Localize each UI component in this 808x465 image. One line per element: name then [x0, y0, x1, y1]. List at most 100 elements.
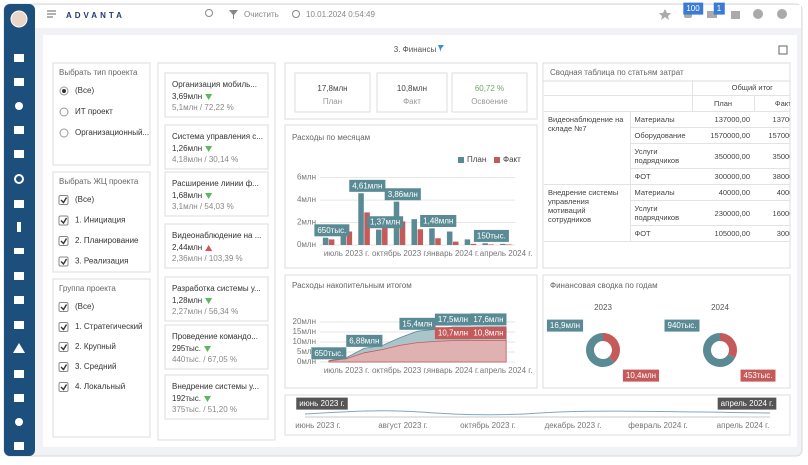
range-axis-label: октябрь 2023 г. — [460, 421, 516, 430]
panel — [52, 171, 151, 273]
value-label: 940тыс. — [668, 321, 697, 330]
help-icon[interactable] — [753, 9, 763, 19]
bar — [328, 239, 335, 245]
panel — [451, 72, 528, 113]
radio-dot — [62, 89, 66, 93]
area — [328, 340, 507, 363]
y-tick-label: 4млн — [297, 195, 316, 204]
cell-value: 380000,00 — [754, 168, 790, 185]
y-tick-label: 20млн — [293, 317, 316, 326]
cell-value: 40000,00 — [754, 184, 790, 201]
export-icon[interactable] — [778, 45, 788, 55]
project-name: Организация мобиль... — [172, 80, 257, 89]
refresh-icon[interactable] — [292, 10, 300, 18]
value-label: 10,8млн — [473, 329, 503, 338]
total-header: Общий итог — [691, 80, 790, 96]
kpi-label: Факт — [403, 97, 421, 106]
panel — [164, 276, 269, 322]
kpi-value: 10,8млн — [397, 84, 427, 93]
row: Видеонаблюдение на складе №7 Материалы 137… — [544, 111, 790, 185]
cell-value: 137000,00 — [692, 111, 754, 128]
chart-title: Расходы накопительным итогом — [292, 281, 412, 290]
value-label-box — [434, 327, 472, 340]
range-axis-label: июнь 2023 г. — [295, 421, 340, 430]
star-icon[interactable] — [659, 9, 671, 20]
column-header: Факт — [753, 95, 790, 112]
cell-value: 230000,00 — [692, 200, 754, 226]
column-header: План — [691, 95, 754, 112]
legend-label: Факт — [503, 155, 521, 164]
check — [60, 197, 68, 204]
bar — [435, 238, 441, 245]
value-label: 10,4млн — [626, 371, 656, 380]
project-value: 295тыс. — [172, 344, 201, 353]
radio[interactable] — [59, 107, 69, 117]
chart-title: Финансовая сводка по годам — [550, 281, 658, 290]
value-label-box — [384, 188, 421, 201]
value-label: 650тыс. — [314, 349, 343, 358]
filter-title: Выбрать тип проекта — [59, 68, 138, 77]
range-sparkline — [304, 410, 771, 416]
kpi-value: 17,8млн — [317, 84, 347, 93]
blank — [544, 95, 692, 112]
mail-icon[interactable] — [707, 11, 717, 18]
project-name: Внедрение системы у... — [172, 382, 259, 391]
menu-icon[interactable] — [47, 10, 56, 18]
y-tick-label: 15млн — [293, 327, 316, 336]
radio[interactable] — [59, 128, 69, 138]
pivot-grid: Общий итог План Факт Видеонаблюдение на скл… — [544, 80, 790, 242]
y-tick-label: 0млн — [297, 240, 316, 249]
x-tick-label: апрель 2024 г. — [480, 249, 533, 258]
range-start-box — [296, 397, 348, 410]
cell-value: 1570000,00 — [754, 127, 790, 144]
range-axis-label: февраль 2024 г. — [628, 421, 687, 430]
check — [60, 324, 68, 331]
user-icon[interactable] — [777, 9, 787, 19]
cell-value: 40000,00 — [692, 184, 754, 201]
bar — [376, 229, 382, 245]
panel — [164, 72, 269, 118]
project-sub: 2,36млн / 103,39 % — [172, 254, 243, 263]
group-name: Внедрение системы управления мотиваций с… — [544, 184, 630, 242]
range-start: июнь 2023 г. — [299, 399, 344, 408]
donut-slice — [719, 333, 737, 358]
project-name: Система управления с... — [172, 132, 263, 141]
bar — [364, 212, 370, 245]
bar — [488, 244, 494, 245]
value-label-box — [470, 313, 507, 326]
cell-value: 160000,00 — [754, 200, 790, 226]
bar — [358, 193, 364, 245]
filter-icon[interactable] — [229, 10, 238, 19]
value-label-box — [399, 317, 436, 330]
filter-option: 3. Реализация — [75, 257, 128, 266]
project-sub: 2,27млн / 56,34 % — [172, 307, 238, 316]
donut-slice — [703, 333, 736, 367]
badge: 1 — [717, 4, 722, 13]
value-label-box — [740, 369, 776, 382]
panel — [164, 374, 269, 420]
year-label: 2023 — [594, 303, 612, 312]
logo: ADVANTA — [66, 11, 125, 20]
filter-option: 1. Инициация — [75, 216, 125, 225]
value-label: 1,37млн — [370, 218, 400, 227]
filter-option: 2. Крупный — [75, 342, 116, 351]
bar — [411, 219, 417, 245]
bar — [382, 227, 388, 245]
item-name: Материалы — [629, 111, 692, 128]
item-name: Услуги подрядчиков — [629, 143, 692, 169]
clear-button[interactable]: Очистить — [244, 10, 279, 19]
search-icon[interactable] — [205, 9, 213, 17]
filter-option: (Все) — [75, 195, 94, 204]
like-icon[interactable] — [731, 11, 740, 19]
cell-value: 105000,00 — [692, 225, 754, 242]
badge-box — [683, 2, 704, 15]
item-name: Оборудование — [629, 127, 692, 144]
bar — [506, 244, 512, 245]
y-tick-label: 0млн — [297, 357, 316, 366]
bar — [452, 241, 459, 245]
value-label-box — [346, 334, 383, 347]
value-label: 10,7млн — [438, 329, 468, 338]
